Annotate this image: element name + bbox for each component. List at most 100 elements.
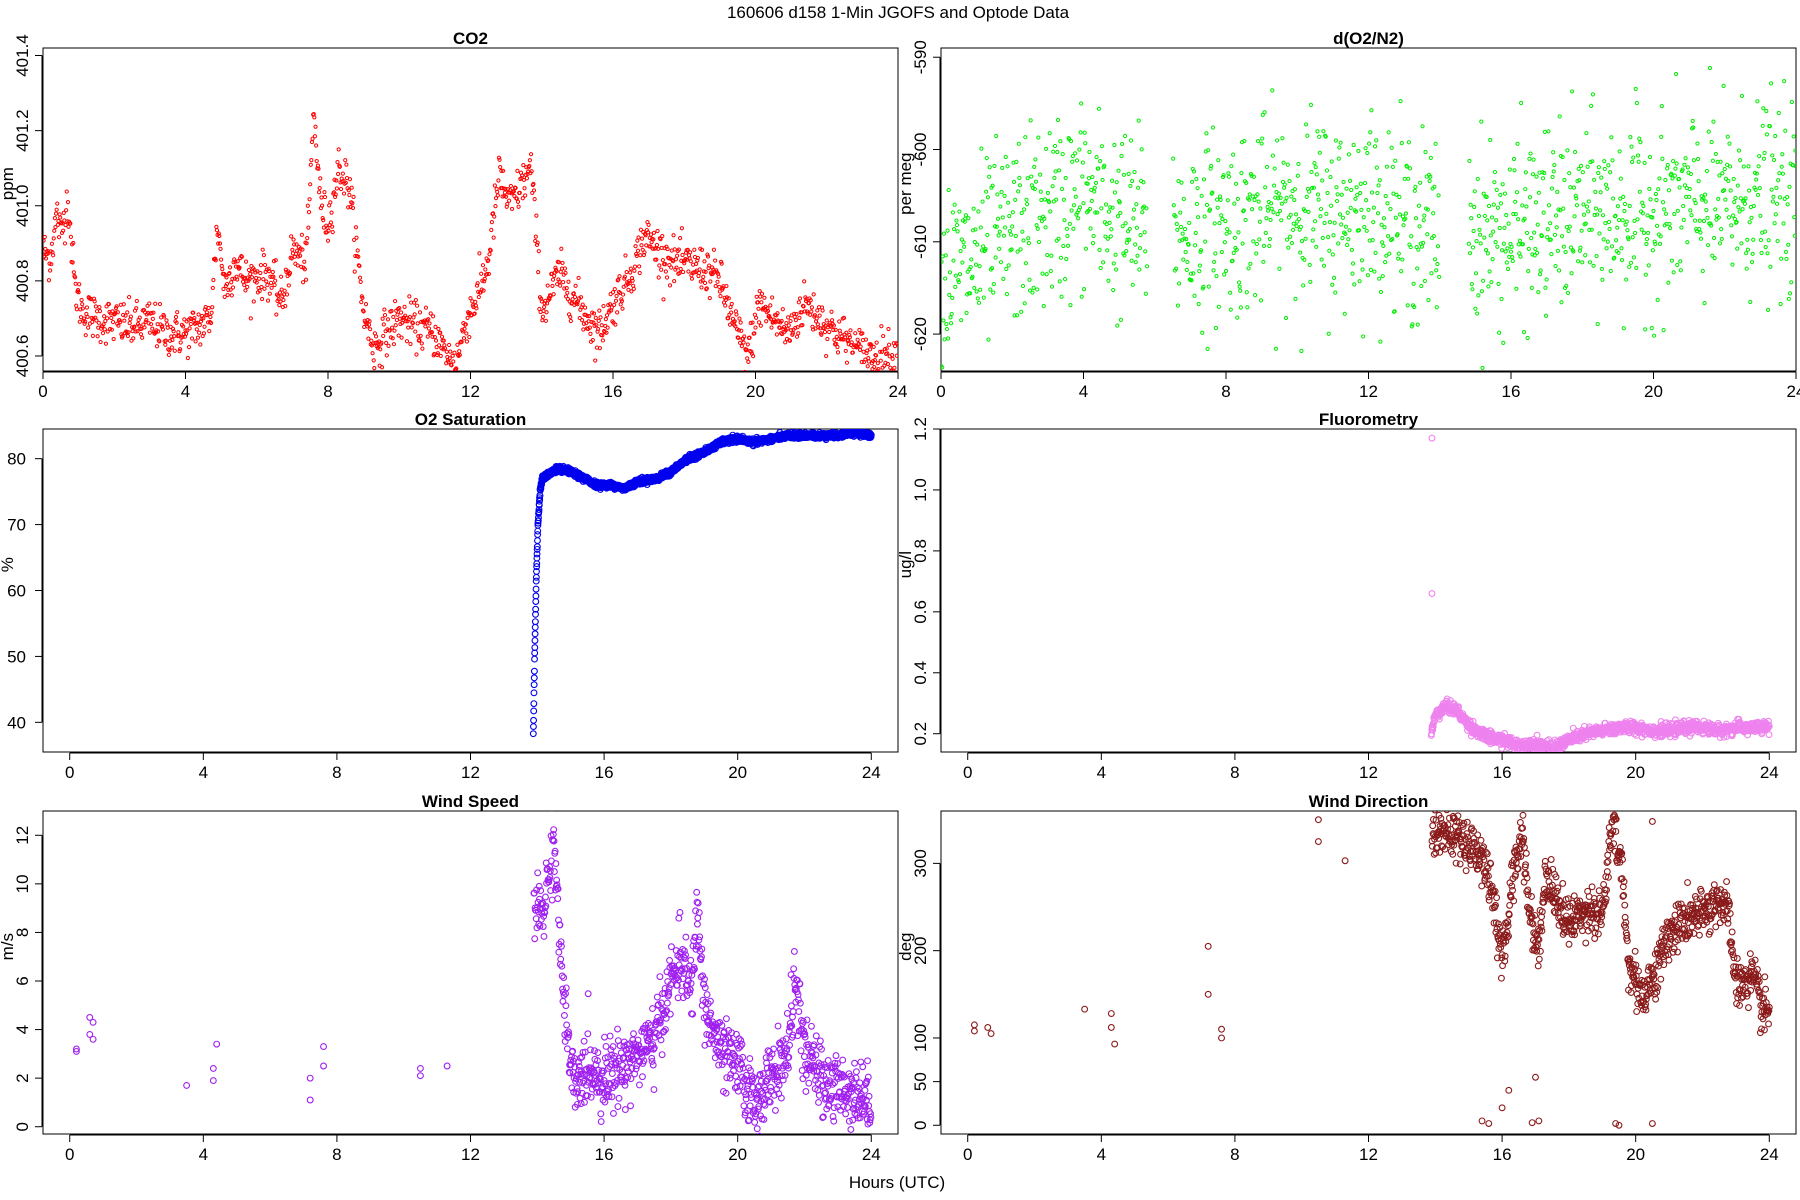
data-point xyxy=(1786,296,1791,302)
data-point xyxy=(866,356,871,361)
x-tick-label: 24 xyxy=(862,763,881,782)
x-tick-label: 4 xyxy=(181,382,190,401)
data-point xyxy=(1401,223,1406,228)
data-point xyxy=(995,216,1001,221)
data-point xyxy=(1195,215,1201,220)
data-point xyxy=(577,315,582,321)
data-point xyxy=(1761,106,1766,111)
data-point xyxy=(1590,92,1596,97)
data-point xyxy=(1532,253,1537,258)
data-point xyxy=(80,302,85,307)
data-point xyxy=(1480,365,1485,371)
data-point xyxy=(286,283,291,288)
data-point xyxy=(267,269,272,274)
x-tick-label: 20 xyxy=(746,382,765,401)
data-point xyxy=(1213,325,1219,331)
data-point xyxy=(1023,261,1029,266)
data-point xyxy=(1606,219,1612,225)
data-point xyxy=(985,232,990,238)
data-point xyxy=(1324,168,1330,173)
data-point xyxy=(1077,147,1082,152)
data-point xyxy=(322,194,328,200)
data-point xyxy=(237,265,242,270)
data-point xyxy=(206,305,211,311)
data-point xyxy=(1593,206,1599,211)
data-point xyxy=(578,295,584,300)
data-point xyxy=(1267,236,1273,242)
data-point xyxy=(943,276,948,281)
data-point xyxy=(949,311,954,317)
data-point xyxy=(1761,156,1767,161)
data-point xyxy=(261,253,266,258)
data-point xyxy=(321,217,326,223)
data-point xyxy=(1257,219,1262,224)
data-point xyxy=(1115,214,1121,219)
data-point xyxy=(1768,264,1773,269)
data-point xyxy=(627,281,632,286)
data-point xyxy=(1381,243,1386,249)
y-tick-label: -590 xyxy=(911,40,930,74)
data-point xyxy=(175,310,180,315)
data-point xyxy=(1585,164,1590,169)
data-point xyxy=(390,325,395,330)
data-point xyxy=(229,293,234,298)
data-point xyxy=(1010,224,1015,229)
data-point xyxy=(1552,232,1558,237)
data-point xyxy=(373,334,379,339)
data-point xyxy=(1206,148,1211,153)
data-point xyxy=(1734,220,1739,225)
data-point xyxy=(1493,240,1498,245)
data-point xyxy=(1109,178,1115,183)
data-point xyxy=(1354,185,1359,190)
data-point xyxy=(676,247,682,252)
data-point xyxy=(1725,162,1730,167)
data-point xyxy=(164,318,169,323)
data-point xyxy=(964,310,969,316)
data-series xyxy=(43,111,898,379)
data-point xyxy=(337,164,342,169)
data-point xyxy=(1485,251,1490,256)
data-point xyxy=(1766,238,1771,243)
data-point xyxy=(1349,187,1354,193)
data-point xyxy=(127,321,132,326)
data-point xyxy=(1320,178,1325,183)
data-point xyxy=(228,287,233,292)
data-point xyxy=(1346,152,1352,157)
data-point xyxy=(677,270,682,276)
data-point xyxy=(1359,258,1365,263)
data-point xyxy=(266,266,271,271)
data-point xyxy=(452,376,455,379)
data-point xyxy=(1514,190,1520,195)
data-point xyxy=(1685,240,1690,245)
data-point xyxy=(1051,149,1056,154)
data-point xyxy=(1784,195,1790,200)
data-point xyxy=(1380,274,1385,279)
data-point xyxy=(53,211,59,216)
data-point xyxy=(194,327,199,332)
data-point xyxy=(397,306,402,311)
data-point xyxy=(1122,133,1128,139)
data-point xyxy=(1085,181,1090,186)
data-point xyxy=(1645,213,1650,218)
data-point xyxy=(442,346,448,351)
data-point xyxy=(224,281,230,287)
data-point xyxy=(1496,281,1501,286)
data-point xyxy=(971,206,976,211)
data-point xyxy=(349,185,354,190)
data-point xyxy=(669,265,674,270)
data-point xyxy=(857,347,863,353)
data-point xyxy=(1388,206,1393,212)
data-point xyxy=(74,307,79,312)
data-point xyxy=(227,271,232,276)
data-point xyxy=(220,266,225,272)
data-point xyxy=(1394,192,1399,197)
x-tick-label: 8 xyxy=(1221,382,1230,401)
data-point xyxy=(269,285,274,290)
data-point xyxy=(1580,260,1585,265)
data-point xyxy=(522,186,527,191)
data-point xyxy=(1385,234,1391,239)
data-point xyxy=(1427,178,1432,184)
x-tick-label: 24 xyxy=(889,382,908,401)
data-point xyxy=(1520,242,1525,247)
data-point xyxy=(295,248,300,253)
